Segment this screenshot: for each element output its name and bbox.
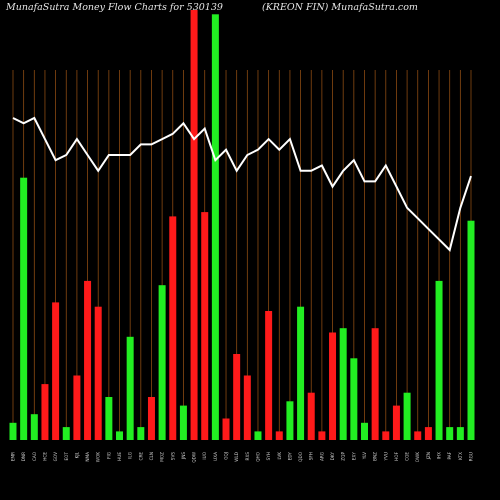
money-flow-bar [169,216,177,440]
x-tick-label: GQJ [224,452,229,460]
money-flow-bar [126,336,134,440]
x-tick-label: YVU [383,452,388,462]
money-flow-bar [211,14,219,441]
money-flow-bar [307,392,315,440]
money-flow-bar [297,306,305,440]
x-tick-label: EXY [351,452,356,461]
money-flow-bar [414,431,422,440]
x-tick-label: ARG [319,452,324,461]
x-tick-label: WLD [234,452,239,462]
x-tick-label: QHO [255,451,260,461]
x-tick-label: SFH [309,452,314,460]
x-tick-label: OWK [415,452,420,462]
x-tick-label: HUE [117,452,122,461]
x-tick-label: ZQP [341,452,346,461]
money-flow-bar [318,431,326,440]
money-flow-bar [435,280,443,440]
money-flow-bar [382,431,390,440]
money-flow-bar [41,384,49,440]
money-flow-bar [350,358,358,440]
money-flow-bar [158,285,166,440]
money-flow-bar [84,280,92,440]
money-flow-bar [233,354,241,440]
money-flow-bar [9,422,17,440]
money-flow-bar [20,177,28,440]
x-tick-label: RXS [245,452,250,461]
money-flow-bar [201,212,209,440]
money-flow-bar [329,332,337,440]
x-tick-label: JZN [426,452,431,460]
x-tick-label: SVS [170,452,175,461]
money-flow-bar [424,427,432,440]
price-line [12,116,472,252]
money-flow-bar [456,427,464,440]
x-tick-label: RGU [469,452,474,461]
money-flow-bar [30,414,38,440]
x-tick-label: CGE [405,452,410,461]
x-tick-label: UXA [213,452,218,461]
x-tick-label: JNS [181,452,186,460]
x-tick-label: GOV [53,452,58,461]
money-flow-bar [371,328,379,440]
x-tick-label: NMA [85,452,90,462]
money-flow-bar [147,397,155,440]
x-tick-label: CRE [138,452,143,461]
x-tick-label: YLV [362,452,367,460]
money-flow-bar [403,392,411,440]
x-axis-labels: EMR DNR CAO HCE GOV EOT KJL NMA WOK FIG HUE ILG CRE C… [11,451,474,462]
x-tick-label: PAF [447,451,452,459]
x-tick-label: KTX [458,452,463,460]
chart-title: MunafaSutra Money Flow Charts for 530139 [6,2,223,13]
x-tick-label: IHX [437,452,442,459]
grid-lines [12,70,472,440]
x-tick-label: HOF [394,451,399,460]
x-tick-label: FIG [106,452,111,459]
money-flow-bars [9,10,475,441]
money-flow-bar [392,405,400,440]
x-tick-label: EMR [11,452,16,461]
money-flow-bar [116,431,124,440]
site-title: (KREON FIN) MunafaSutra.com [262,2,418,13]
x-tick-label: SYH [266,452,271,460]
money-flow-bar [73,375,81,440]
money-flow-bar [137,427,145,440]
x-tick-label: QDW [192,452,197,463]
x-tick-label: QDO [298,451,303,462]
money-flow-bar [62,427,70,440]
price-line-group [12,116,472,252]
money-flow-bar [52,302,60,440]
x-tick-label: ILG [128,452,133,459]
money-flow-bar [179,405,187,440]
x-tick-label: LVK [277,452,282,460]
money-flow-bar [243,375,251,440]
money-flow-bar [360,422,368,440]
money-flow-bar [446,427,454,440]
money-flow-bar [94,306,102,440]
x-tick-label: EOT [64,452,69,461]
money-flow-bar [254,431,262,440]
x-tick-label: CLN [149,452,154,460]
money-flow-bar [275,431,283,440]
x-tick-label: DKY [330,452,335,461]
x-tick-label: IUO [202,451,207,459]
money-flow-bar [190,10,198,440]
x-tick-label: EDY [287,452,292,461]
money-flow-bar [339,328,347,440]
money-flow-bar [286,401,294,440]
x-tick-label: WOK [96,452,101,462]
x-tick-label: HCE [42,452,47,461]
x-tick-label: KJL [74,451,79,458]
x-tick-label: DNR [21,452,26,461]
x-tick-label: BNZ [373,452,378,461]
money-flow-bar [105,397,113,440]
money-flow-bar [222,418,230,440]
money-flow-bar [265,311,273,440]
x-tick-label: MOZ [160,452,165,462]
x-tick-label: CAO [32,451,37,461]
money-flow-bar [467,220,475,440]
